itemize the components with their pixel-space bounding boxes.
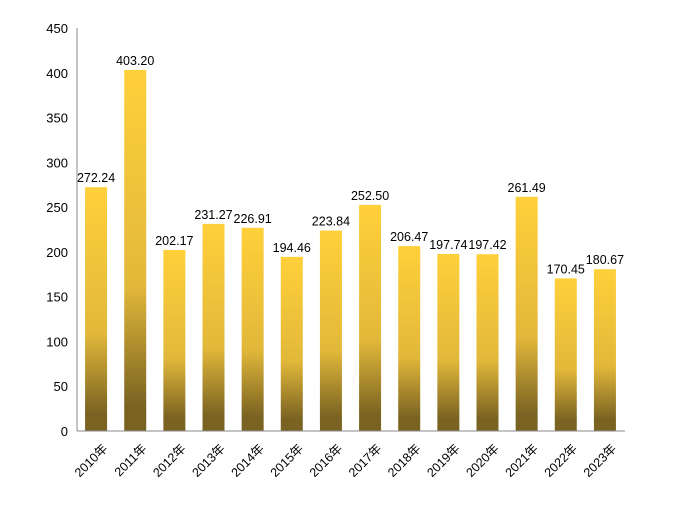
bar-2019年 (437, 253, 460, 431)
y-tick-label: 300 (46, 155, 68, 170)
bar-2020年 (476, 254, 499, 431)
x-tick-label: 2011年 (112, 441, 150, 479)
data-label: 206.47 (390, 230, 428, 244)
bar-2015年 (280, 256, 303, 431)
data-label: 197.74 (429, 238, 467, 252)
data-label: 180.67 (586, 253, 624, 267)
data-label: 223.84 (312, 215, 350, 229)
x-tick-label: 2013年 (189, 441, 227, 479)
bar-2023年 (593, 269, 616, 431)
y-tick-label: 0 (61, 424, 68, 439)
x-tick-label: 2021年 (503, 441, 541, 479)
data-label: 197.42 (468, 238, 506, 252)
bar-2010年 (85, 187, 108, 431)
y-tick-label: 350 (46, 111, 68, 126)
x-tick-label: 2017年 (346, 441, 384, 479)
x-tick-label: 2019年 (424, 441, 462, 479)
x-tick-label: 2012年 (150, 441, 188, 479)
data-label: 170.45 (547, 262, 585, 276)
y-tick-label: 150 (46, 290, 68, 305)
bar-2022年 (554, 278, 577, 431)
bar-2017年 (359, 204, 382, 431)
x-tick-label: 2022年 (542, 441, 580, 479)
bar-2012年 (163, 249, 186, 431)
data-label: 194.46 (273, 241, 311, 255)
data-label: 202.17 (155, 234, 193, 248)
y-tick-label: 400 (46, 66, 68, 81)
x-tick-label: 2020年 (463, 441, 501, 479)
bar-2014年 (241, 227, 264, 431)
x-tick-label: 2015年 (268, 441, 306, 479)
bar-2021年 (515, 196, 538, 431)
data-label: 272.24 (77, 171, 115, 185)
x-tick-label: 2018年 (385, 441, 423, 479)
y-tick-label: 250 (46, 200, 68, 215)
data-label: 252.50 (351, 189, 389, 203)
x-tick-label: 2023年 (581, 441, 619, 479)
bar-2018年 (398, 246, 421, 431)
y-tick-label: 50 (54, 379, 68, 394)
x-tick-label: 2010年 (72, 441, 110, 479)
data-label: 261.49 (508, 181, 546, 195)
x-tick-label: 2014年 (229, 441, 267, 479)
bar-2011年 (124, 69, 147, 432)
y-tick-label: 100 (46, 334, 68, 349)
bar-2016年 (319, 230, 342, 431)
data-label: 403.20 (116, 54, 154, 68)
data-label: 226.91 (234, 212, 272, 226)
y-tick-label: 200 (46, 245, 68, 260)
x-tick-label: 2016年 (307, 441, 345, 479)
y-tick-label: 450 (46, 21, 68, 36)
data-label: 231.27 (194, 208, 232, 222)
bar-2013年 (202, 223, 225, 431)
